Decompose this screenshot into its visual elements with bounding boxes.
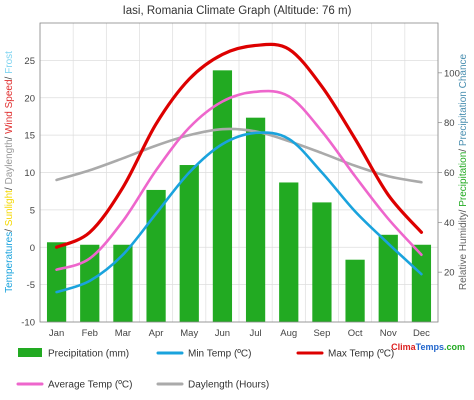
precipitation-bar [46, 242, 67, 322]
brand-mark: ClimaTemps.com [391, 342, 465, 352]
precipitation-bar [345, 259, 365, 322]
axis-label-part: Precipitation [458, 152, 469, 207]
left-tick-label: -10 [21, 318, 35, 329]
axis-label-part: / [458, 207, 469, 213]
left-tick-label: 0 [30, 243, 35, 254]
precipitation-bar [279, 182, 299, 322]
precipitation-bar [411, 244, 432, 322]
x-tick-label: Jun [215, 328, 230, 339]
left-tick-label: 25 [24, 56, 35, 67]
axis-label-part: Relative Humidity [458, 212, 469, 290]
legend-label: Daylength (Hours) [188, 380, 269, 391]
left-tick-label: 5 [30, 205, 35, 216]
chart-title: Iasi, Romania Climate Graph (Altitude: 7… [123, 5, 352, 17]
line-series [54, 42, 424, 294]
precipitation-bar [146, 189, 166, 322]
right-tick-label: 60 [444, 168, 455, 179]
x-tick-label: Dec [413, 328, 430, 339]
precipitation-bar [80, 244, 100, 322]
min-temp-line [55, 131, 423, 294]
x-tick-label: Feb [82, 328, 98, 339]
axis-label-part: Precipitation Chance [458, 53, 469, 146]
left-tick-label: 20 [24, 93, 35, 104]
max-temp-line [54, 42, 424, 249]
x-tick-label: Apr [149, 328, 164, 339]
axis-label-part: Daylength [4, 139, 15, 184]
precipitation-bar [179, 165, 199, 322]
precipitation-bar [378, 234, 398, 322]
axis-label-part: Frost [4, 51, 15, 74]
x-tick-label: Nov [380, 328, 397, 339]
precipitation-bar [312, 202, 332, 322]
x-tick-label: May [180, 328, 198, 339]
legend-label: Max Temp (ºC) [328, 349, 394, 360]
axis-label-part: Sunlight [4, 190, 15, 226]
axis-label-part: / [458, 146, 469, 152]
legend-swatch-bar [18, 348, 42, 357]
right-tick-label: 20 [444, 268, 455, 279]
left-axis-ticks: -10 -5 0 5 10 15 20 25 [21, 56, 35, 329]
x-axis-ticks: Jan Feb Mar Apr May Jun Jul Aug Sep Oct Nov Dec [49, 328, 430, 339]
legend-label: Min Temp (ºC) [188, 349, 251, 360]
legend: Precipitation (mm) Min Temp (ºC) Max Temp … [16, 348, 394, 391]
left-axis-label: Temperatures/ Sunlight/ Daylength/ Wind … [4, 51, 15, 293]
x-tick-label: Sep [313, 328, 330, 339]
left-tick-label: 15 [24, 131, 35, 142]
x-tick-label: Jan [49, 328, 64, 339]
daylength-line [55, 127, 423, 184]
left-tick-label: -5 [27, 280, 35, 291]
axis-label-part: Temperatures [4, 232, 15, 293]
x-tick-label: Oct [348, 328, 363, 339]
right-axis-label: Relative Humidity/ Precipitation/ Precip… [458, 53, 469, 290]
precipitation-bar [212, 70, 233, 322]
axis-label-part: / [4, 74, 15, 80]
right-tick-label: 80 [444, 118, 455, 129]
x-tick-label: Aug [280, 328, 297, 339]
left-tick-label: 10 [24, 168, 35, 179]
axis-label-part: / [4, 226, 15, 232]
right-tick-label: 40 [444, 218, 455, 229]
precipitation-bars [46, 70, 432, 322]
axis-label-part: Wind Speed [4, 79, 15, 133]
precipitation-bar [245, 117, 266, 322]
axis-label-part: / [4, 134, 15, 140]
legend-label: Precipitation (mm) [48, 349, 129, 360]
right-axis-ticks: 20 40 60 80 100 [438, 68, 460, 279]
right-tick-label: 100 [444, 68, 460, 79]
x-tick-label: Mar [115, 328, 131, 339]
legend-label: Average Temp (ºC) [48, 380, 132, 391]
axis-label-part: / [4, 185, 15, 191]
x-tick-label: Jul [250, 328, 262, 339]
average-temp-line [55, 89, 423, 271]
precipitation-bar [113, 244, 133, 322]
